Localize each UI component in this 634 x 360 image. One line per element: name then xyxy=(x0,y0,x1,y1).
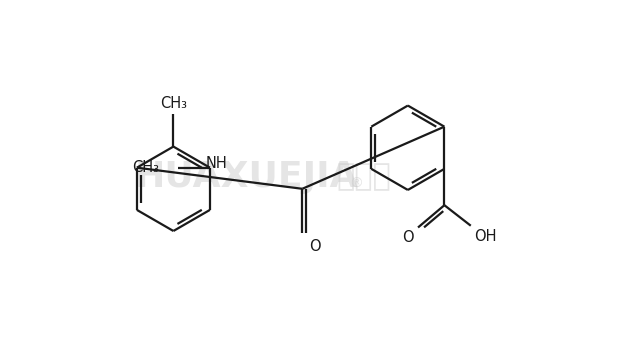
Text: ®: ® xyxy=(349,177,363,191)
Text: CH₃: CH₃ xyxy=(132,160,159,175)
Text: CH₃: CH₃ xyxy=(160,96,187,111)
Text: 化学加: 化学加 xyxy=(337,163,391,192)
Text: HUAXUEJIA: HUAXUEJIA xyxy=(135,160,358,194)
Text: NH: NH xyxy=(206,156,228,171)
Text: OH: OH xyxy=(474,229,496,244)
Text: O: O xyxy=(309,239,321,253)
Text: O: O xyxy=(402,230,413,246)
